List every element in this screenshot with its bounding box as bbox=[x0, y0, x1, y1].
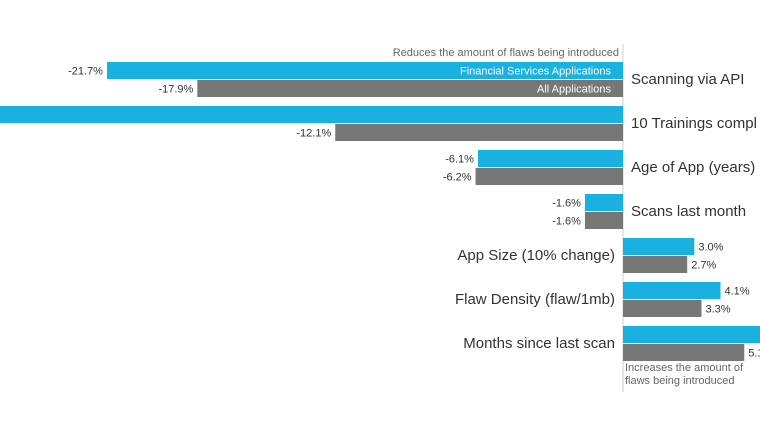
value-label: -1.6% bbox=[552, 215, 581, 227]
bar bbox=[477, 150, 623, 167]
value-label: 4.1% bbox=[724, 285, 749, 297]
annotation: Increases the amount of bbox=[625, 362, 744, 374]
value-label: -6.1% bbox=[445, 153, 474, 165]
bar bbox=[335, 124, 623, 141]
bar bbox=[475, 168, 623, 185]
bar bbox=[106, 62, 623, 79]
bar bbox=[0, 106, 624, 123]
bar bbox=[623, 300, 702, 317]
legend-label: Financial Services Applications bbox=[460, 65, 612, 77]
bar bbox=[584, 194, 623, 211]
value-label: 3.3% bbox=[705, 303, 730, 315]
value-label: -6.2% bbox=[443, 171, 472, 183]
value-label: -12.1% bbox=[296, 127, 331, 139]
annotation: Reduces the amount of flaws being introd… bbox=[393, 47, 619, 59]
value-label: -17.9% bbox=[158, 83, 193, 95]
category-label: App Size (10% change) bbox=[457, 247, 615, 264]
bar bbox=[623, 344, 745, 361]
bar bbox=[623, 326, 760, 343]
bar bbox=[623, 256, 688, 273]
value-label: 2.7% bbox=[691, 259, 716, 271]
bar bbox=[197, 80, 623, 97]
bar bbox=[623, 238, 695, 255]
category-label: Scans last month bbox=[631, 203, 746, 220]
category-label: Months since last scan bbox=[463, 335, 615, 352]
category-label: 10 Trainings compl bbox=[631, 115, 757, 132]
category-label: Age of App (years) bbox=[631, 159, 755, 176]
category-label: Scanning via API bbox=[631, 71, 744, 88]
bar bbox=[584, 212, 623, 229]
legend-label: All Applications bbox=[537, 83, 611, 95]
bar bbox=[623, 282, 721, 299]
annotation: flaws being introduced bbox=[625, 375, 734, 387]
value-label: 3.0% bbox=[698, 241, 723, 253]
value-label: -1.6% bbox=[552, 197, 581, 209]
category-label: Flaw Density (flaw/1mb) bbox=[455, 291, 615, 308]
value-label: 5.1% bbox=[748, 347, 760, 359]
value-label: -21.7% bbox=[68, 65, 103, 77]
